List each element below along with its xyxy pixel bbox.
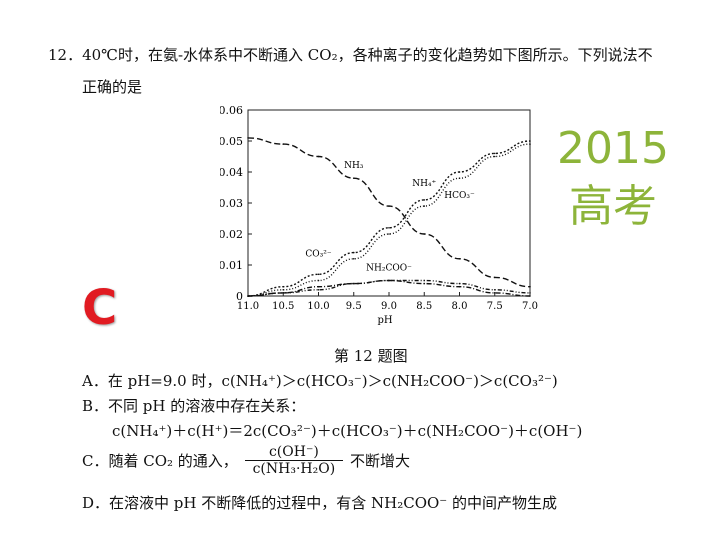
y-tick-label: 0.01 (220, 259, 243, 272)
data-point (458, 258, 461, 260)
data-point (317, 289, 320, 291)
data-point (352, 251, 355, 254)
data-point (493, 276, 496, 279)
data-point (458, 282, 461, 285)
data-point (282, 285, 285, 288)
x-tick-label: 9.5 (346, 301, 362, 312)
data-point (317, 155, 320, 158)
y-tick-label: 0.02 (220, 228, 243, 241)
data-point (493, 289, 496, 291)
series-line-1 (247, 140, 531, 297)
data-point (317, 273, 320, 276)
series-line-2 (247, 143, 531, 297)
x-tick-label: 8.5 (416, 301, 432, 312)
data-point (282, 143, 285, 145)
data-point (458, 177, 461, 179)
option-c: C．随着 CO₂ 的通入， c(OH⁻) c(NH₃·H₂O) 不断增大 (82, 444, 410, 477)
data-point (352, 282, 355, 285)
figure-caption: 第 12 题图 (334, 347, 408, 365)
x-tick-label: 9.0 (381, 301, 397, 312)
series-label-0: NH₃ (344, 161, 364, 171)
x-axis-label: pH (377, 315, 392, 326)
data-point (423, 279, 426, 282)
x-tick-label: 8.0 (452, 301, 468, 312)
data-point (282, 292, 285, 294)
series-label-4: NH₂COO⁻ (366, 264, 412, 274)
series-label-3: CO₃²⁻ (305, 250, 331, 260)
option-c-prefix: C．随着 CO₂ 的通入， (82, 452, 238, 470)
data-point (458, 171, 461, 173)
data-point (493, 155, 496, 158)
data-point (388, 227, 390, 229)
y-tick-label: 0.06 (220, 104, 243, 117)
exam-label: 高考 (569, 181, 657, 232)
option-b: B．不同 pH 的溶液中存在关系： (82, 397, 306, 415)
data-point (458, 285, 461, 288)
x-tick-label: 7.0 (522, 301, 538, 312)
data-point (388, 279, 390, 282)
data-point (493, 292, 496, 294)
option-d: D．在溶液中 pH 不断降低的过程中，有含 NH₂COO⁻ 的中间产物生成 (82, 494, 557, 512)
data-point (352, 177, 355, 179)
data-point (529, 140, 531, 142)
data-point (388, 233, 390, 235)
fraction-denominator: c(NH₃·H₂O) (252, 461, 336, 477)
x-tick-label: 10.0 (307, 301, 329, 312)
answer-letter: C (82, 280, 118, 336)
data-point (529, 143, 531, 145)
option-c-fraction: c(OH⁻) c(NH₃·H₂O) (244, 444, 344, 477)
data-point (529, 292, 531, 294)
option-a: A．在 pH=9.0 时，c(NH₄⁺)＞c(HCO₃⁻)＞c(NH₂COO⁻)… (82, 372, 558, 390)
year-badge: 2015 高考 (548, 120, 678, 236)
series-label-2: HCO₃⁻ (444, 191, 475, 201)
y-tick-label: 0 (236, 290, 243, 303)
series-label-1: NH₄⁺ (412, 179, 436, 189)
year-text: 2015 (557, 123, 669, 174)
question-stem-line2: 正确的是 (82, 78, 143, 96)
data-point (388, 205, 390, 207)
y-tick-label: 0.03 (220, 197, 243, 210)
data-point (282, 289, 285, 291)
data-point (529, 285, 531, 288)
data-point (352, 258, 355, 260)
data-point (317, 285, 320, 288)
x-tick-label: 10.5 (272, 301, 294, 312)
option-b-equation: c(NH₄⁺)＋c(H⁺)＝2c(CO₃²⁻)＋c(HCO₃⁻)＋c(NH₂CO… (112, 422, 583, 440)
data-point (423, 282, 426, 285)
chart: 0 0.01 0.02 0.03 0.04 0.05 0.06 11.0 10.5 10.0 9.5… (220, 104, 538, 326)
data-point (247, 137, 249, 139)
x-tick-label: 7.5 (487, 301, 503, 312)
option-c-suffix: 不断增大 (349, 452, 410, 470)
data-point (317, 279, 320, 282)
data-point (493, 152, 496, 155)
data-point (529, 295, 531, 297)
x-tick-label: 11.0 (237, 301, 259, 312)
series-line-4 (247, 279, 531, 297)
y-tick-label: 0.05 (220, 135, 243, 148)
data-point (247, 295, 249, 297)
data-point (423, 199, 426, 201)
question-stem-line1: 12．40℃时，在氨-水体系中不断通入 CO₂，各种离子的变化趋势如下图所示。下… (48, 46, 653, 64)
data-point (423, 233, 426, 235)
y-tick-label: 0.04 (220, 166, 243, 179)
data-point (423, 205, 426, 207)
fraction-numerator: c(OH⁻) (244, 444, 344, 461)
